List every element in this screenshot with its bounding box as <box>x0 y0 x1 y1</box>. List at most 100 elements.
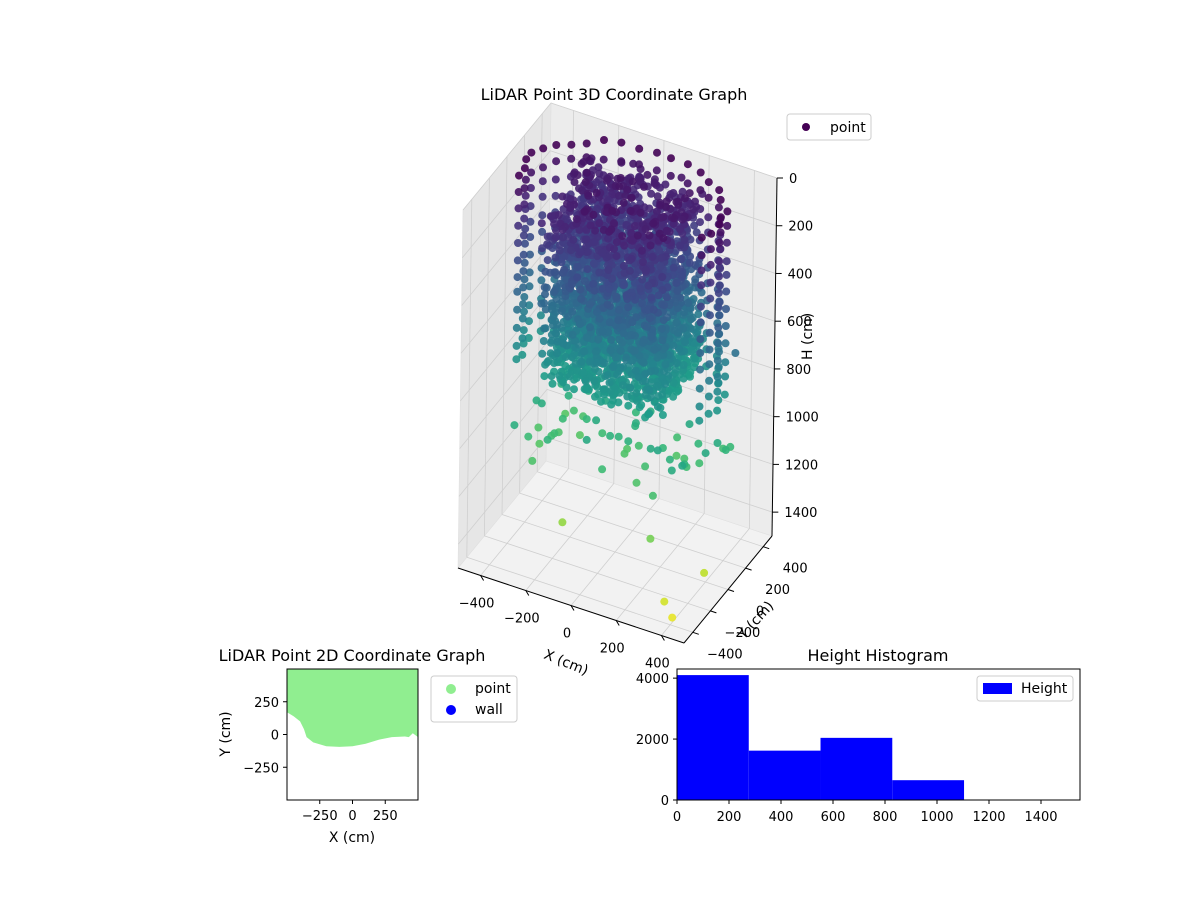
point-marker <box>648 252 657 261</box>
point-marker <box>660 301 669 310</box>
point-marker <box>678 271 686 280</box>
chart-histogram-frame <box>676 668 1081 801</box>
point-marker <box>521 191 530 200</box>
chart-2d-point-region <box>287 669 418 747</box>
point-marker <box>696 365 704 374</box>
point-marker <box>655 246 664 255</box>
x-tick <box>615 620 620 626</box>
point-marker <box>604 328 613 337</box>
y-tick-label: 400 <box>783 562 808 577</box>
point-marker <box>597 397 605 406</box>
point-marker <box>528 456 537 465</box>
point-marker <box>633 231 642 240</box>
point-marker <box>514 239 522 247</box>
point-marker <box>513 256 522 265</box>
x-tick-label: 800 <box>873 810 898 825</box>
point-marker <box>714 289 723 298</box>
point-marker <box>513 287 522 296</box>
point-marker <box>716 245 725 253</box>
point-marker <box>707 229 716 238</box>
point-marker <box>543 358 552 367</box>
point-marker <box>573 171 582 180</box>
point-marker <box>680 236 689 245</box>
x-tick-label: 0 <box>563 627 571 642</box>
chart-3d-legend-label: point <box>830 120 866 136</box>
point-marker <box>629 159 638 168</box>
point-marker <box>683 330 691 339</box>
y-tick <box>727 589 735 592</box>
point-marker <box>515 171 523 180</box>
point-marker <box>537 399 546 408</box>
point-marker <box>628 177 637 186</box>
point-marker <box>540 324 549 333</box>
point-marker <box>564 312 572 321</box>
point-marker <box>652 166 661 175</box>
x-tick-label: 0 <box>348 809 356 824</box>
point-marker <box>620 241 629 250</box>
point-marker <box>525 301 534 310</box>
point-marker <box>672 318 681 327</box>
point-marker <box>543 232 552 241</box>
point-marker <box>705 328 714 337</box>
point-marker <box>634 373 643 382</box>
grid-left-z <box>460 245 550 354</box>
point-marker <box>564 391 573 400</box>
point-marker <box>686 372 694 381</box>
point-marker <box>689 205 698 214</box>
point-marker <box>581 377 590 386</box>
point-marker <box>695 416 704 425</box>
point-marker <box>704 409 713 418</box>
point-marker <box>547 330 556 339</box>
point-marker <box>566 204 575 213</box>
point-marker <box>539 144 548 153</box>
y-tick <box>710 610 717 614</box>
point-marker <box>631 346 639 355</box>
chart-2d-title: LiDAR Point 2D Coordinate Graph <box>219 646 486 665</box>
point-marker <box>672 359 681 367</box>
point-marker <box>683 160 692 169</box>
point-marker <box>696 335 705 344</box>
point-marker <box>575 431 584 440</box>
point-marker <box>619 381 628 390</box>
point-marker <box>632 396 641 405</box>
point-marker <box>576 248 585 257</box>
point-marker <box>603 371 612 380</box>
x-tick-label: 600 <box>821 810 846 825</box>
point-marker <box>557 307 566 316</box>
point-marker <box>696 302 705 311</box>
point-marker <box>605 378 614 387</box>
point-marker <box>632 389 641 398</box>
point-marker <box>673 286 682 295</box>
point-marker <box>686 235 695 244</box>
point-marker <box>683 179 692 188</box>
point-marker <box>722 270 731 279</box>
point-marker <box>540 283 549 292</box>
point-marker <box>608 274 617 283</box>
chart-histogram-bars <box>677 675 1080 800</box>
point-marker <box>660 367 669 376</box>
point-marker <box>606 387 615 396</box>
point-marker <box>622 309 630 318</box>
point-marker <box>576 320 584 329</box>
point-marker <box>539 163 547 172</box>
point-marker <box>706 294 715 303</box>
point-marker <box>513 273 522 282</box>
point-marker <box>585 357 594 366</box>
point-marker <box>713 439 722 447</box>
point-marker <box>662 293 671 302</box>
point-marker <box>582 168 591 177</box>
point-marker <box>715 220 724 229</box>
point-marker <box>525 268 534 277</box>
point-marker <box>550 220 559 229</box>
point-marker <box>618 338 627 347</box>
point-marker <box>640 182 648 191</box>
grid-left-y <box>466 199 473 558</box>
point-marker <box>627 331 636 339</box>
point-marker <box>706 260 715 269</box>
grid-back-z <box>550 102 778 179</box>
x-tick-label: 250 <box>373 809 398 824</box>
point-marker <box>721 446 730 454</box>
point-marker <box>691 278 700 287</box>
y-tick-label: 250 <box>254 696 279 711</box>
point-marker <box>552 157 561 166</box>
